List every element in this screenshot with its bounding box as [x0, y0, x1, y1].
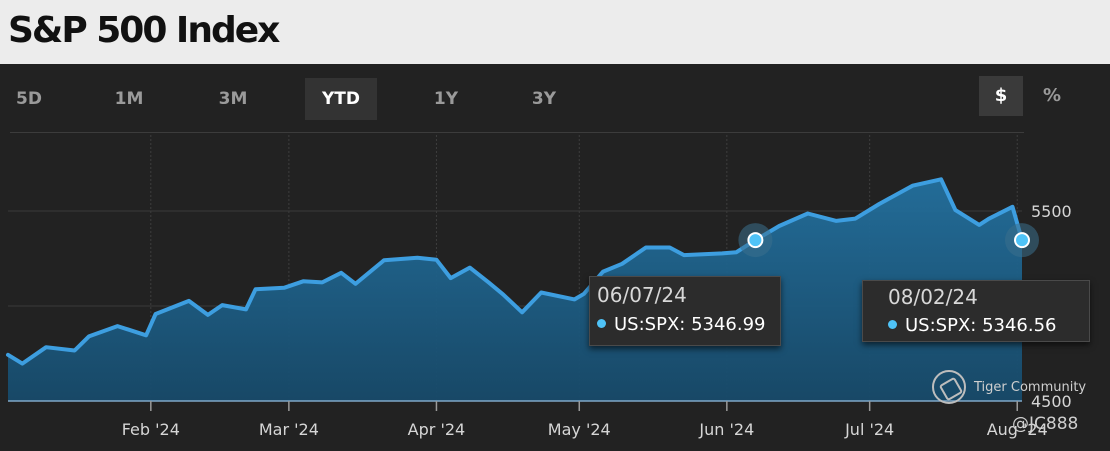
- tab-ytd[interactable]: YTD: [305, 78, 377, 120]
- tooltip-date: 06/07/24: [597, 283, 687, 307]
- tooltip-series-row: US:SPX: 5346.99: [597, 314, 766, 335]
- tooltip-series-row: US:SPX: 5346.56: [888, 315, 1057, 336]
- price-line: [6, 177, 1024, 366]
- data-point-marker[interactable]: [1014, 232, 1030, 249]
- tooltip-series-name: US:SPX: [905, 315, 971, 336]
- tab-5d[interactable]: 5D: [16, 89, 42, 109]
- x-tick-layer: Feb '24 Mar '24 Apr '24 May '24 Jun '24 Jul '…: [122, 401, 1048, 439]
- tiger-logo-icon: [932, 370, 966, 404]
- page-title: S&P 500 Index: [8, 10, 280, 51]
- percent-unit-button[interactable]: %: [1042, 85, 1062, 106]
- marker-layer: [738, 223, 1039, 258]
- tooltip-value: 5346.56: [982, 315, 1057, 336]
- tooltip-aug: 08/02/24 US:SPX: 5346.56: [862, 280, 1090, 342]
- x-tick-label: May '24: [548, 420, 611, 439]
- series-dot-icon: [888, 319, 897, 329]
- tabs-divider: [10, 132, 1024, 133]
- x-tick-label: Jul '24: [844, 420, 894, 439]
- series-dot-icon: [597, 318, 606, 328]
- header-bar: S&P 500 Index: [0, 0, 1110, 64]
- y-tick-layer: 5500 4500: [1031, 202, 1072, 411]
- tooltip-date: 08/02/24: [888, 285, 978, 309]
- x-tick-label: Jun '24: [698, 420, 754, 439]
- data-point-marker[interactable]: [747, 232, 764, 249]
- tab-3m[interactable]: 3M: [218, 89, 248, 109]
- x-tick-label: Apr '24: [408, 420, 466, 439]
- y-tick-label: 4500: [1031, 392, 1072, 411]
- watermark: Tiger Community @JC888: [932, 368, 1102, 448]
- tab-3y[interactable]: 3Y: [531, 89, 557, 109]
- watermark-name: Tiger Community: [974, 380, 1087, 395]
- tab-1y[interactable]: 1Y: [433, 89, 459, 109]
- tab-1m[interactable]: 1M: [114, 89, 144, 109]
- dollar-unit-button[interactable]: $: [979, 76, 1023, 116]
- tooltip-series-name: US:SPX: [614, 314, 680, 335]
- tooltip-jun: 06/07/24 US:SPX: 5346.99: [589, 276, 781, 346]
- watermark-user: @JC888: [1012, 414, 1079, 434]
- x-tick-label: Feb '24: [122, 420, 180, 439]
- y-tick-label: 5500: [1031, 202, 1072, 221]
- tooltip-value: 5346.99: [691, 314, 766, 335]
- x-tick-label: Aug '24: [987, 420, 1048, 439]
- x-tick-label: Mar '24: [259, 420, 319, 439]
